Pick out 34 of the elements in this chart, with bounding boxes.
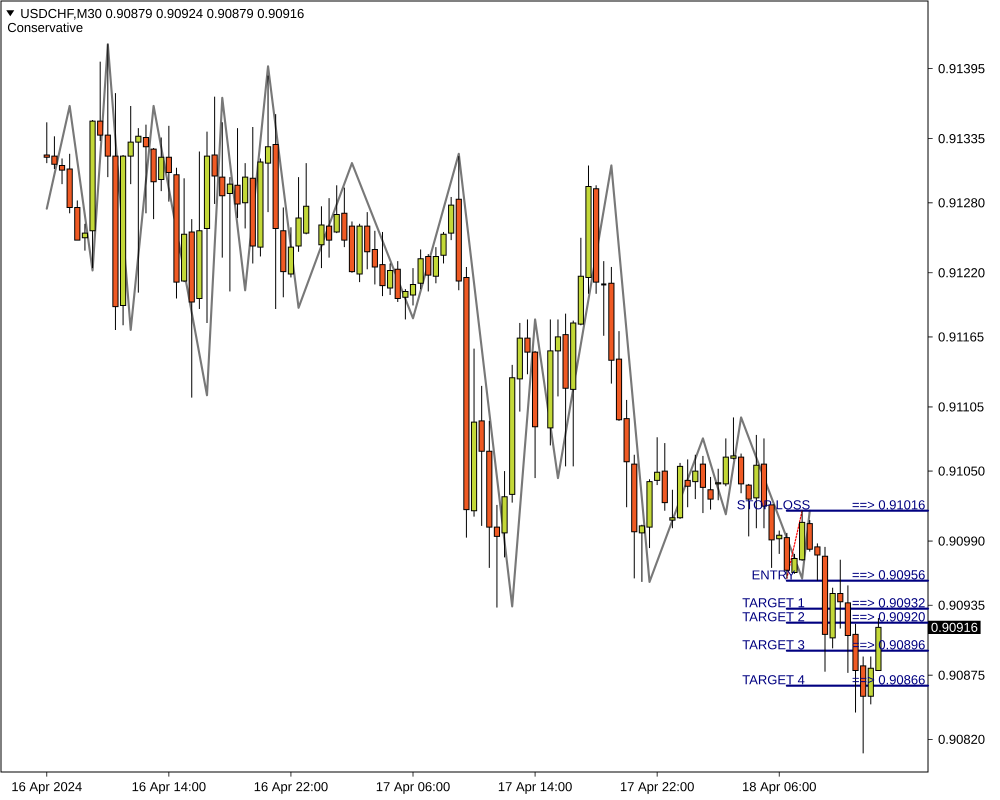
x-tick-label: 18 Apr 06:00 — [742, 782, 816, 794]
annotation: ==> 0.90866 — [852, 675, 925, 684]
candlestick — [600, 260, 608, 336]
annotation: ==> 0.90920 — [852, 612, 925, 622]
candlestick — [707, 476, 714, 510]
y-tick-label: 0.91050 — [938, 466, 985, 476]
y-tick-label: 0.90935 — [938, 600, 984, 610]
series-label: TARGET 1 — [742, 598, 804, 608]
text: USDCHF,M30 0.90879 0.90924 0.90879 0.90916 — [21, 8, 304, 20]
series-label: TARGET 3 — [742, 640, 804, 650]
candlestick — [440, 231, 447, 264]
y-tick-label: 0.91280 — [938, 198, 985, 208]
y-tick-label: 0.91105 — [938, 402, 984, 412]
y-tick-label: 0.91220 — [938, 268, 985, 278]
y-tick-label: 0.91395 — [938, 64, 984, 74]
line-series — [46, 43, 811, 608]
x-tick-label: 16 Apr 14:00 — [132, 782, 206, 794]
y-tick-label: 0.90875 — [938, 670, 984, 680]
annotation: ==> 0.90956 — [852, 570, 925, 580]
series-label: TARGET 4 — [742, 675, 804, 684]
annotation: ==> 0.91016 — [852, 500, 925, 510]
x-tick-label: 17 Apr 14:00 — [498, 782, 572, 794]
y-tick-label: 0.91335 — [938, 134, 984, 144]
y-tick-label: 0.90820 — [938, 734, 985, 744]
x-tick-label: 16 Apr 22:00 — [254, 782, 328, 794]
text: Conservative — [8, 22, 83, 32]
y-tick-label: 0.90990 — [938, 536, 985, 546]
series-label: TARGET 2 — [742, 612, 804, 622]
text: 0.90916 — [931, 622, 978, 632]
annotation: ==> 0.90932 — [852, 598, 925, 608]
x-tick-label: 17 Apr 22:00 — [620, 782, 694, 794]
x-tick-label: 17 Apr 06:00 — [376, 782, 450, 794]
y-tick-label: 0.91165 — [938, 332, 984, 342]
x-tick-label: 16 Apr 2024 — [12, 782, 82, 794]
